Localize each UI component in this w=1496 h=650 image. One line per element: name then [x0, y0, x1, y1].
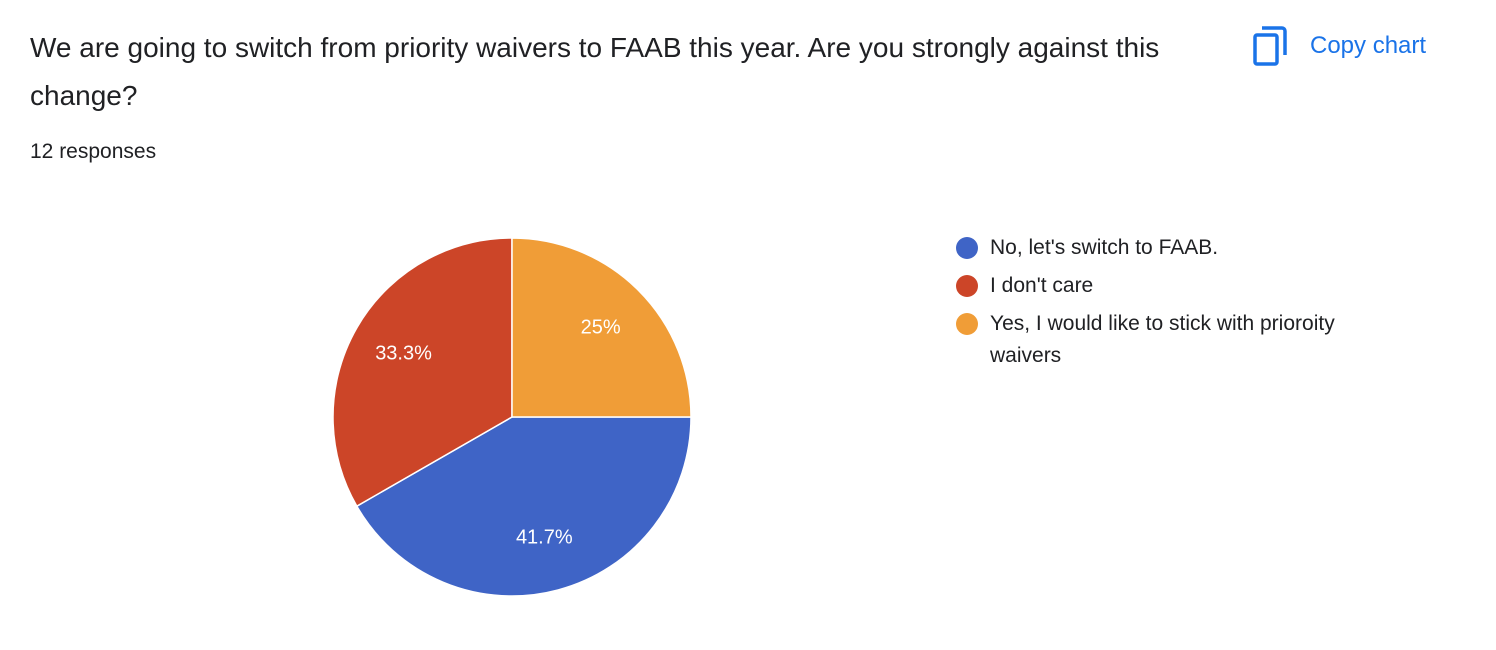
response-count: 12 responses [30, 140, 157, 163]
slice-label: 25% [581, 317, 621, 339]
legend-label: I don't care [990, 274, 1094, 297]
slice-label: 41.7% [516, 526, 573, 548]
copy-chart-label: Copy chart [1310, 32, 1427, 59]
legend-marker [956, 275, 978, 297]
pie-slice [355, 416, 692, 597]
chart-title: We are going to switch from priority wai… [30, 32, 1160, 111]
legend-label: No, let's switch to FAAB. [990, 236, 1219, 259]
copy-icon [1253, 26, 1287, 66]
legend-marker [956, 237, 978, 259]
legend: No, let's switch to FAAB. I don't care Yes… [956, 232, 1390, 378]
legend-item: I don't care [956, 270, 1390, 302]
pie-slice [511, 237, 692, 418]
legend-label: Yes, I would like to stick with prioroit… [990, 312, 1335, 367]
pie-chart: 41.7% 33.3% 25% [332, 237, 692, 597]
legend-item: No, let's switch to FAAB. [956, 232, 1390, 264]
slice-label: 33.3% [375, 343, 432, 365]
pie-slice [332, 237, 513, 508]
legend-item: Yes, I would like to stick with prioroit… [956, 308, 1390, 372]
legend-marker [956, 313, 978, 335]
copy-chart-button[interactable]: Copy chart [1252, 26, 1426, 66]
